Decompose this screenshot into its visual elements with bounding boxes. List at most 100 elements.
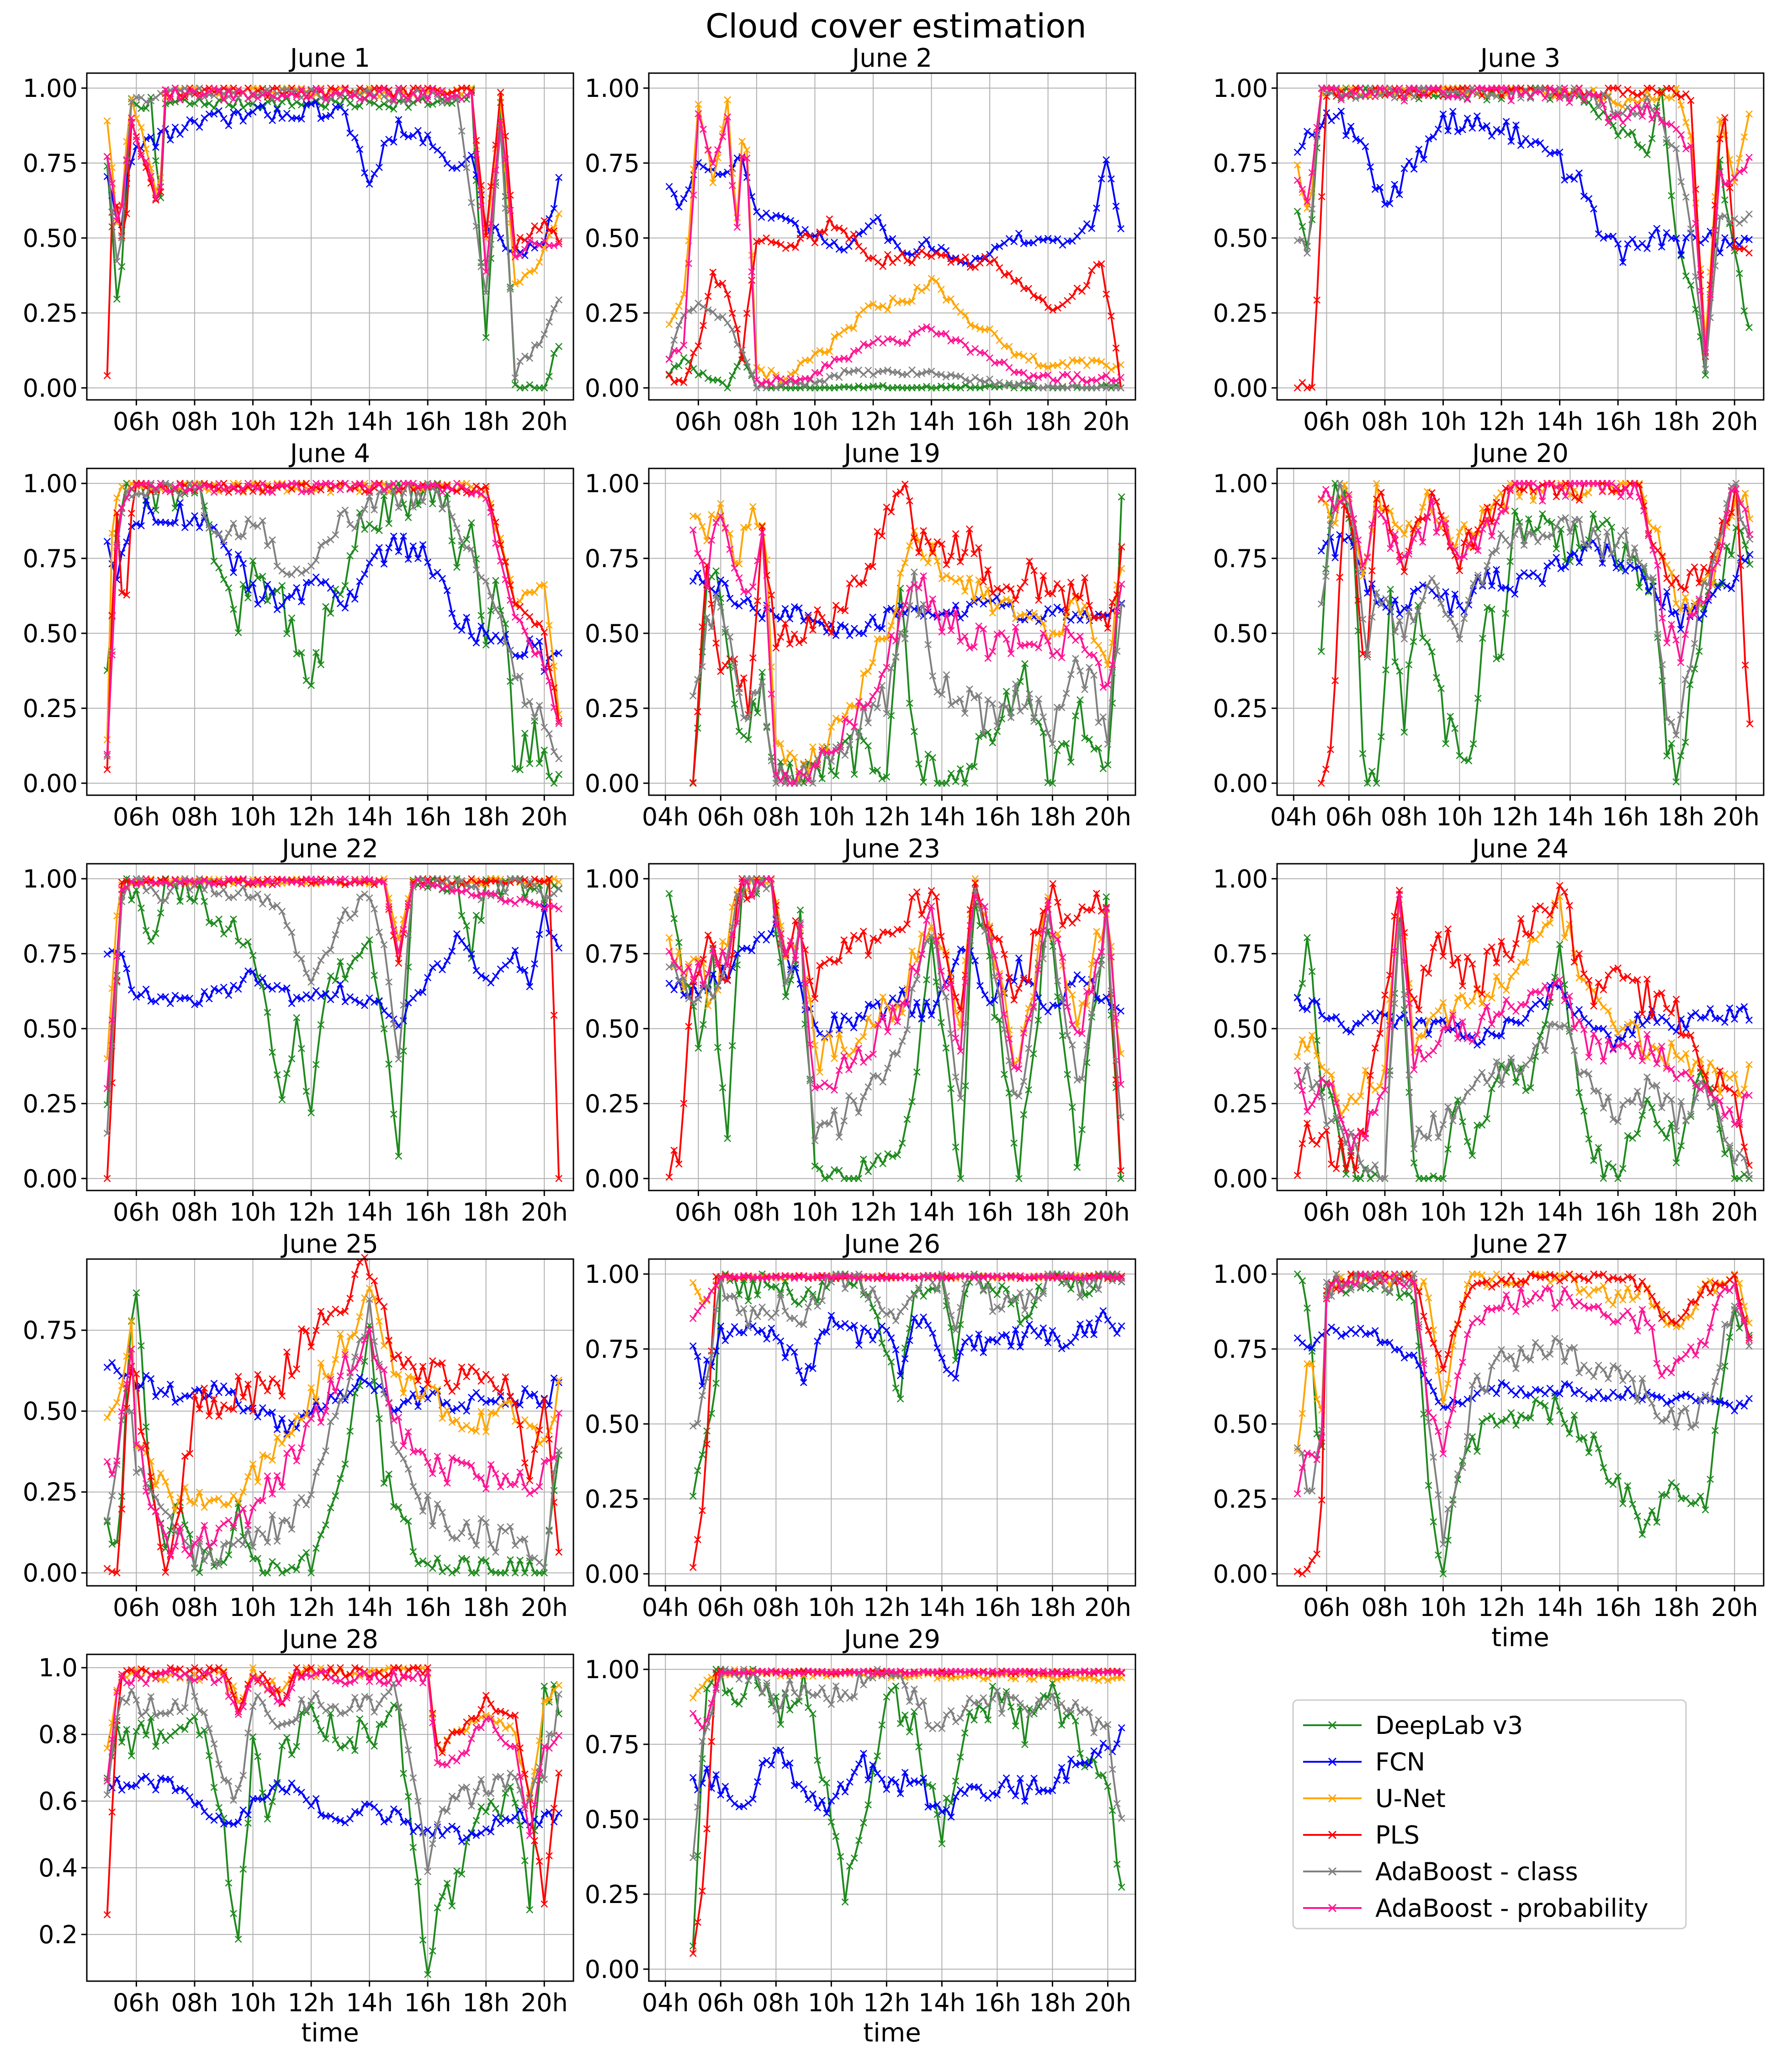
x-tick-label: 08h [753, 1593, 800, 1622]
series-adaboost-probability [689, 1272, 1125, 1322]
legend-item-deeplab-v3: DeepLab v3 [1303, 1711, 1523, 1740]
x-tick-label: 14h [346, 1988, 393, 2017]
panel-title: June 2 [851, 43, 932, 73]
figure-title: Cloud cover estimation [705, 7, 1087, 45]
x-tick-label: 12h [288, 803, 335, 831]
y-tick-label: 0.25 [585, 299, 640, 328]
x-tick-label: 16h [404, 1988, 451, 2017]
y-tick-label: 0.00 [585, 1164, 640, 1193]
series-markers [103, 1325, 562, 1560]
x-tick-label: 18h [1024, 1198, 1071, 1227]
legend-label: AdaBoost - probability [1375, 1894, 1649, 1923]
series-line [668, 302, 1121, 389]
y-tick-label: 0.75 [1213, 940, 1268, 968]
x-tick-label: 10h [229, 1198, 276, 1227]
series-pls [665, 215, 1124, 392]
x-tick-label: 16h [404, 1198, 451, 1227]
axes-frame [1276, 468, 1765, 796]
series-markers [1294, 919, 1753, 1182]
y-tick-label: 0.2 [38, 1920, 78, 1949]
y-tick-label: 0.75 [1213, 544, 1268, 573]
legend-item-fcn: FCN [1303, 1748, 1425, 1776]
series-markers [103, 98, 562, 259]
y-tick-label: 0.75 [23, 940, 78, 968]
x-tick-label: 08h [1381, 803, 1428, 831]
series-fcn [103, 903, 562, 1030]
series-line [668, 876, 1122, 1141]
series-markers [1317, 479, 1754, 666]
y-tick-label: 0.50 [1213, 1410, 1268, 1439]
panel-title: June 25 [281, 1229, 378, 1259]
y-tick-label: 0.00 [23, 1559, 78, 1588]
x-tick-label: 20h [521, 803, 568, 831]
series-markers [689, 512, 1125, 787]
legend-label: PLS [1375, 1821, 1420, 1850]
y-tick-label: 0.50 [585, 1805, 640, 1834]
panel-title: June 29 [843, 1625, 940, 1654]
x-tick-label: 10h [229, 407, 276, 436]
x-tick-label: 20h [1711, 1198, 1758, 1227]
series-line [692, 514, 1123, 784]
y-tick-label: 0.00 [23, 769, 78, 798]
panel-june-1: 0.00 0.25 0.50 0.75 1.00 06h 08h 10h 12h 14h 16h 18… [23, 43, 574, 436]
x-tick-label: 14h [908, 1198, 955, 1227]
x-tick-label: 08h [753, 1988, 800, 2017]
x-tick-label: 06h [697, 803, 744, 831]
panel-title: June 22 [281, 834, 378, 864]
y-tick-label: 0.75 [23, 149, 78, 178]
series-adaboost-probability [1294, 1270, 1753, 1498]
panel-june-26: 0.00 0.25 0.50 0.75 1.00 04h 06h 08h 10h 12h 14h 16… [585, 1229, 1136, 1622]
x-tick-label: 10h [229, 1988, 276, 2017]
x-tick-label: 14h [918, 1593, 965, 1622]
series-deeplab-v3 [103, 875, 562, 1160]
series-line [106, 482, 560, 770]
y-tick-label: 0.25 [1213, 1485, 1268, 1514]
x-tick-label: 06h [1325, 803, 1373, 831]
legend-marker [1328, 1830, 1337, 1839]
y-tick-label: 0.00 [585, 1560, 640, 1589]
y-tick-label: 0.75 [585, 1335, 640, 1364]
x-tick-label: 16h [1595, 407, 1642, 436]
x-tick-label: 20h [1084, 803, 1131, 831]
y-tick-label: 0.50 [23, 1015, 78, 1043]
x-tick-label: 06h [1303, 407, 1350, 436]
series-adaboost-probability [103, 479, 562, 758]
series-adaboost-probability [103, 1667, 562, 1839]
series-markers [1294, 107, 1753, 266]
x-tick-label: 12h [863, 803, 910, 831]
x-tick-label: 08h [171, 1593, 218, 1622]
x-tick-label: 06h [697, 1593, 744, 1622]
x-tick-label: 18h [462, 407, 509, 436]
y-tick-label: 0.75 [23, 544, 78, 573]
y-tick-label: 0.25 [23, 1478, 78, 1507]
y-tick-label: 0.25 [585, 694, 640, 723]
x-tick-label: 18h [1653, 1198, 1700, 1227]
y-tick-label: 0.00 [585, 1955, 640, 1984]
y-tick-label: 0.25 [1213, 1090, 1268, 1118]
x-tick-label: 18h [462, 1198, 509, 1227]
series-line [106, 497, 559, 672]
x-tick-label: 16h [966, 1198, 1013, 1227]
axes-frame [86, 468, 574, 796]
series-markers [689, 1272, 1125, 1322]
y-tick-label: 1.00 [585, 1260, 640, 1289]
y-tick-label: 1.00 [23, 469, 78, 498]
x-tick-label: 18h [1029, 1593, 1076, 1622]
y-tick-label: 0.50 [585, 1410, 640, 1439]
axes-frame [648, 1258, 1136, 1587]
legend-marker [1328, 1867, 1337, 1876]
axes-frame [86, 1653, 574, 1982]
x-tick-label: 14h [1536, 1198, 1583, 1227]
x-tick-label: 12h [288, 1988, 335, 2017]
series-markers [1294, 1270, 1753, 1548]
y-tick-label: 1.00 [585, 1655, 640, 1684]
panel-june-25: 0.00 0.25 0.50 0.75 06h 08h 10h 12h 14h 16h 18h 20h… [23, 1229, 574, 1622]
x-tick-label: 08h [171, 1988, 218, 2017]
y-tick-label: 0.25 [1213, 694, 1268, 723]
x-tick-label: 12h [288, 407, 335, 436]
x-axis-label: time [1491, 1623, 1549, 1653]
y-tick-label: 0.75 [585, 1730, 640, 1759]
axes-frame [1276, 1258, 1765, 1587]
x-tick-label: 06h [113, 803, 160, 831]
